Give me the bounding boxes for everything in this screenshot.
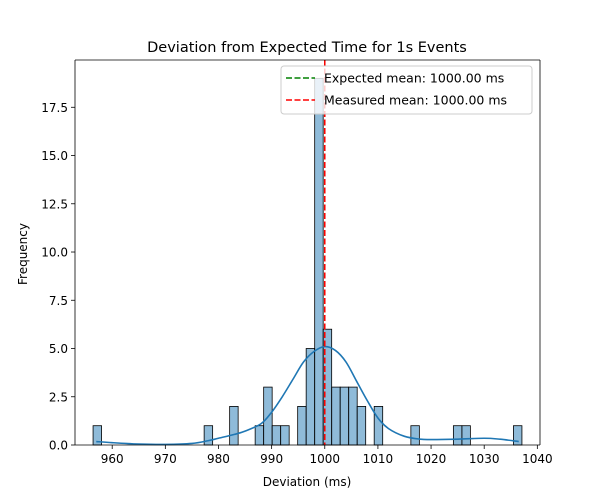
histogram-bar <box>305 348 316 446</box>
histogram-bar <box>410 425 420 446</box>
histogram-bar <box>271 425 282 446</box>
x-tick-label: 1000 <box>309 452 340 466</box>
legend-measured-label: Measured mean: 1000.00 ms <box>324 93 507 108</box>
y-tick-label: 12.5 <box>41 197 68 211</box>
x-tick-label: 1020 <box>416 452 447 466</box>
x-tick-label: 970 <box>154 452 177 466</box>
x-axis-label: Deviation (ms) <box>263 475 352 489</box>
ticks: 960 970 980 990 1000 1010 1020 1030 1040 0.0 2.5 5.… <box>41 101 552 466</box>
histogram-bar <box>452 425 463 446</box>
y-tick-label: 0.0 <box>49 439 68 453</box>
kde-curve <box>96 345 519 446</box>
y-axis-label: Frequency <box>16 223 30 285</box>
histogram-bar <box>280 425 290 446</box>
x-tick-label: 1010 <box>363 452 394 466</box>
x-tick-label: 990 <box>260 452 283 466</box>
histogram-bar <box>203 425 214 446</box>
x-tick-label: 980 <box>207 452 230 466</box>
histogram-bar <box>373 406 384 446</box>
legend-frame <box>280 65 533 115</box>
histogram-bar <box>297 406 307 446</box>
histogram-bar <box>331 386 341 446</box>
y-tick-label: 7.5 <box>49 294 68 308</box>
y-tick-label: 17.5 <box>41 101 68 115</box>
histogram-bars <box>92 77 523 446</box>
histogram-bar <box>229 406 239 446</box>
x-tick-label: 1040 <box>522 452 553 466</box>
y-tick-label: 10.0 <box>41 246 68 260</box>
histogram-bar <box>356 406 367 446</box>
x-tick-label: 1030 <box>469 452 500 466</box>
histogram-bar <box>314 77 324 446</box>
y-tick-label: 15.0 <box>41 149 68 163</box>
legend: Expected mean: 1000.00 ms Measured mean:… <box>280 65 533 115</box>
axes <box>74 59 541 446</box>
histogram-bar <box>461 425 471 446</box>
x-tick-label: 960 <box>101 452 124 466</box>
histogram-bar <box>254 425 265 446</box>
chart-title: Deviation from Expected Time for 1s Even… <box>147 40 467 56</box>
legend-expected-label: Expected mean: 1000.00 ms <box>324 71 504 86</box>
y-tick-label: 2.5 <box>49 390 68 404</box>
y-tick-label: 5.0 <box>49 342 68 356</box>
histogram-bar <box>339 386 350 446</box>
kde-layer <box>96 345 519 446</box>
histogram-bar <box>348 386 358 446</box>
